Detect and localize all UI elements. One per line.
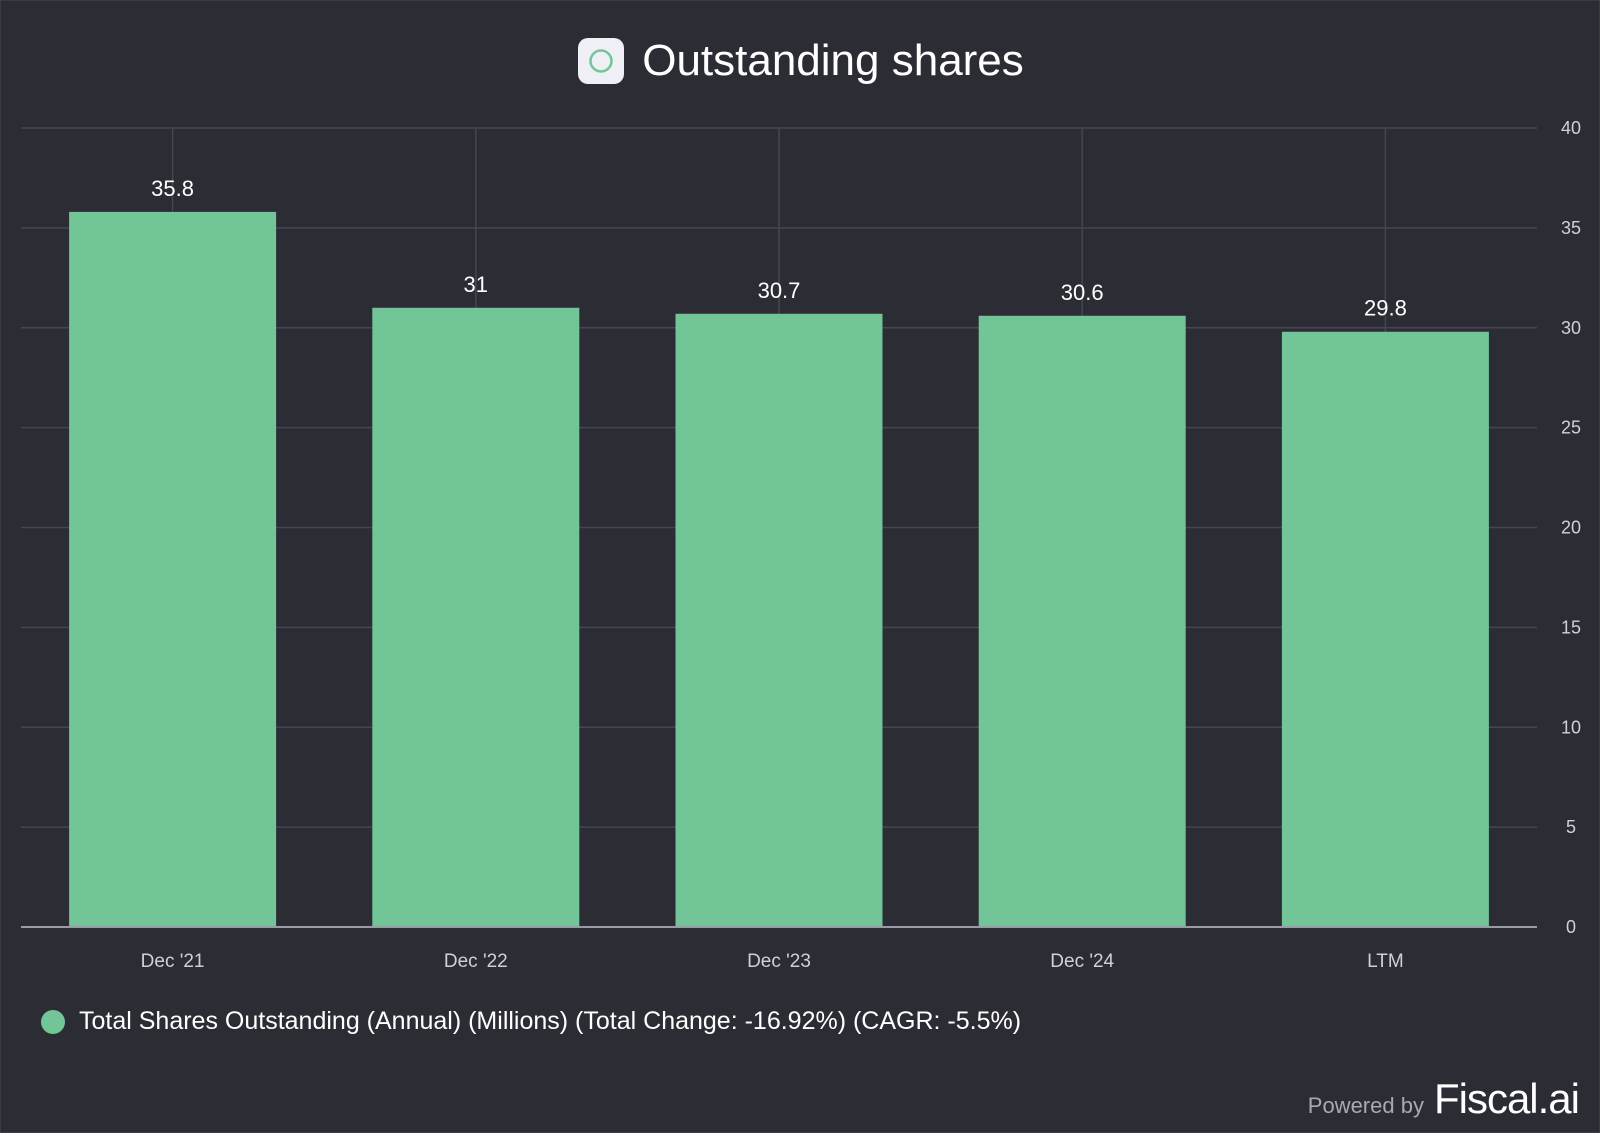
bar-value-label: 29.8 [1364,296,1407,321]
y-tick-label: 40 [1561,118,1581,138]
axes: 0 5 10 15 20 25 30 35 40 Dec '21 Dec '22 Dec '23 Dec… [21,118,1581,972]
bar-value-label: 30.6 [1061,280,1104,305]
x-tick-label: Dec '23 [747,951,811,972]
bar[interactable] [69,211,277,927]
y-tick-label: 30 [1561,318,1581,338]
y-tick-label: 10 [1561,717,1581,737]
branding: Powered by Fiscal.ai [1307,1075,1580,1123]
powered-by-text: Powered by [1307,1093,1424,1118]
data-labels: 35.8 31 30.7 30.6 29.8 [151,176,1407,321]
title-badge [578,38,625,84]
y-tick-label: 25 [1561,418,1581,438]
x-tick-label: Dec '22 [444,951,508,972]
x-tick-label: LTM [1367,951,1404,972]
bar[interactable] [675,313,883,928]
fiscal-ai-logo: Fiscal.ai [1433,1075,1580,1122]
x-tick-label: Dec '24 [1050,951,1114,972]
legend-label: Total Shares Outstanding (Annual) (Milli… [79,1007,1022,1035]
y-tick-label: 20 [1561,518,1581,538]
bar-series [69,211,1489,928]
bar-value-label: 31 [464,272,488,297]
y-tick-label: 0 [1566,917,1576,937]
x-tick-label: Dec '21 [141,951,205,972]
chart-header: Outstanding shares [1,31,1600,91]
y-tick-label: 35 [1561,218,1581,238]
bar[interactable] [1281,331,1489,927]
legend[interactable]: Total Shares Outstanding (Annual) (Milli… [41,1007,1021,1036]
ring-icon [589,49,613,73]
bar-value-label: 30.7 [758,278,801,303]
chart-title: Outstanding shares [642,36,1024,85]
bar-value-label: 35.8 [151,176,194,201]
bar[interactable] [978,315,1186,927]
bar[interactable] [372,307,580,927]
y-tick-label: 5 [1566,817,1576,837]
legend-swatch [41,1009,65,1034]
y-tick-label: 15 [1561,617,1581,637]
